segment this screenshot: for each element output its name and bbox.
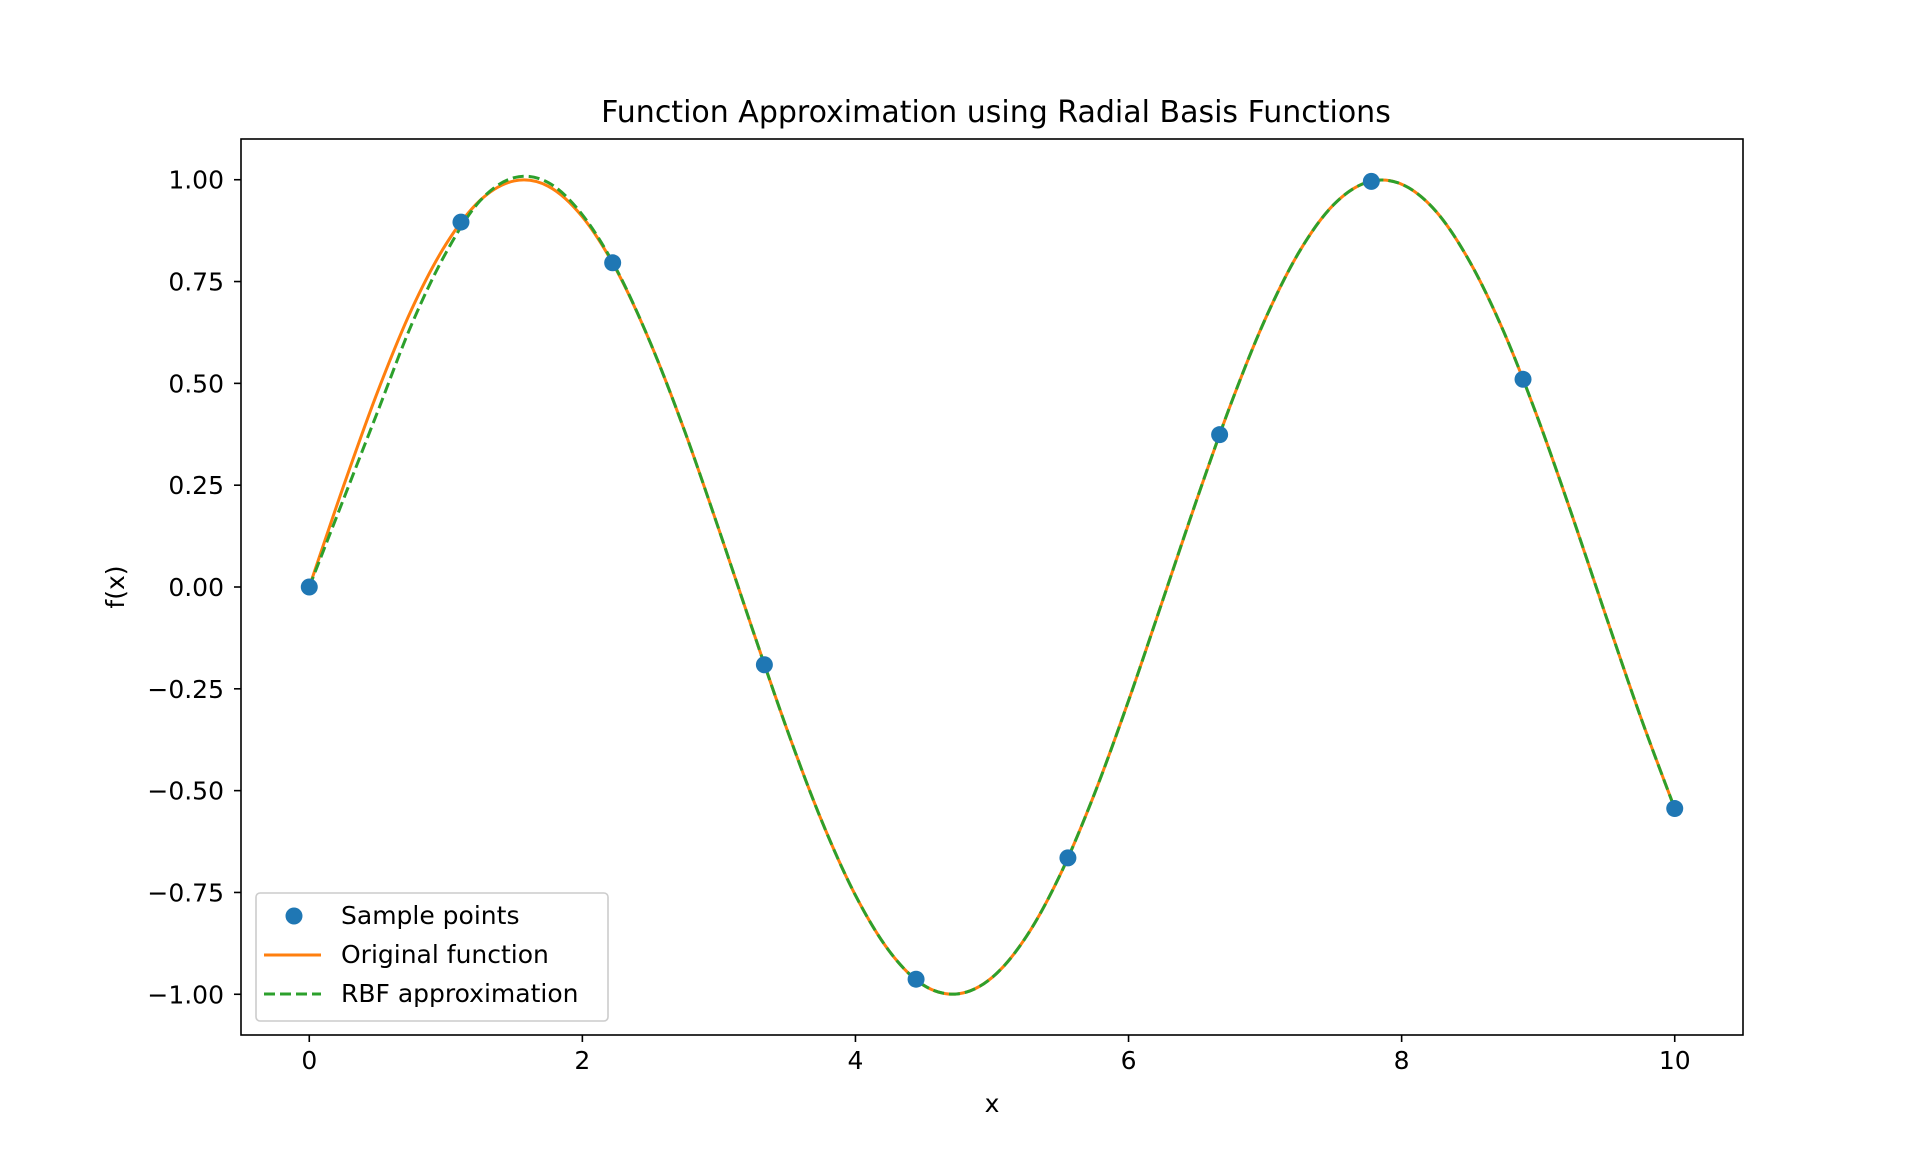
y-axis-label: f(x) xyxy=(101,565,130,608)
x-tick-label: 0 xyxy=(301,1046,317,1075)
x-tick-label: 2 xyxy=(574,1046,590,1075)
sample-point xyxy=(300,578,318,596)
y-tick-label: −1.00 xyxy=(147,980,224,1009)
legend-box xyxy=(255,892,609,1022)
x-tick-label: 8 xyxy=(1394,1046,1410,1075)
legend-label-sample-points: Sample points xyxy=(341,901,519,930)
legend-label-original-function: Original function xyxy=(341,940,549,969)
sample-point xyxy=(1666,800,1684,818)
chart-title: Function Approximation using Radial Basi… xyxy=(601,95,1391,130)
sample-point xyxy=(755,656,773,674)
y-tick-label: 1.00 xyxy=(168,166,224,195)
y-axis: 1.00 0.75 0.50 0.25 0.00 −0.25 −0.50 −0.75 −1.00 xyxy=(147,166,241,1009)
legend: Sample points Original function RBF appr… xyxy=(255,892,609,1022)
x-tick-label: 10 xyxy=(1659,1046,1691,1075)
sample-point xyxy=(604,254,622,272)
sample-point xyxy=(1059,849,1077,867)
sample-point xyxy=(1514,370,1532,388)
sample-point xyxy=(907,970,925,988)
legend-label-rbf-approximation: RBF approximation xyxy=(341,979,578,1008)
x-tick-label: 6 xyxy=(1121,1046,1137,1075)
series-line-rbf-approximation xyxy=(307,174,1677,996)
sample-point xyxy=(1362,172,1380,190)
x-tick-label: 4 xyxy=(848,1046,864,1075)
y-tick-label: −0.75 xyxy=(147,878,224,907)
y-tick-label: 0.75 xyxy=(168,268,224,297)
y-tick-label: 0.00 xyxy=(168,573,224,602)
y-tick-label: −0.50 xyxy=(147,777,224,806)
sample-point xyxy=(1211,426,1229,444)
legend-marker-sample-points xyxy=(285,907,303,925)
y-tick-label: 0.50 xyxy=(168,369,224,398)
sample-point xyxy=(452,213,470,231)
plot-content xyxy=(300,172,1684,996)
y-tick-label: 0.25 xyxy=(168,471,224,500)
y-tick-label: −0.25 xyxy=(147,675,224,704)
x-axis: 0 2 4 6 8 10 xyxy=(301,1035,1691,1075)
x-axis-label: x xyxy=(985,1089,1000,1118)
